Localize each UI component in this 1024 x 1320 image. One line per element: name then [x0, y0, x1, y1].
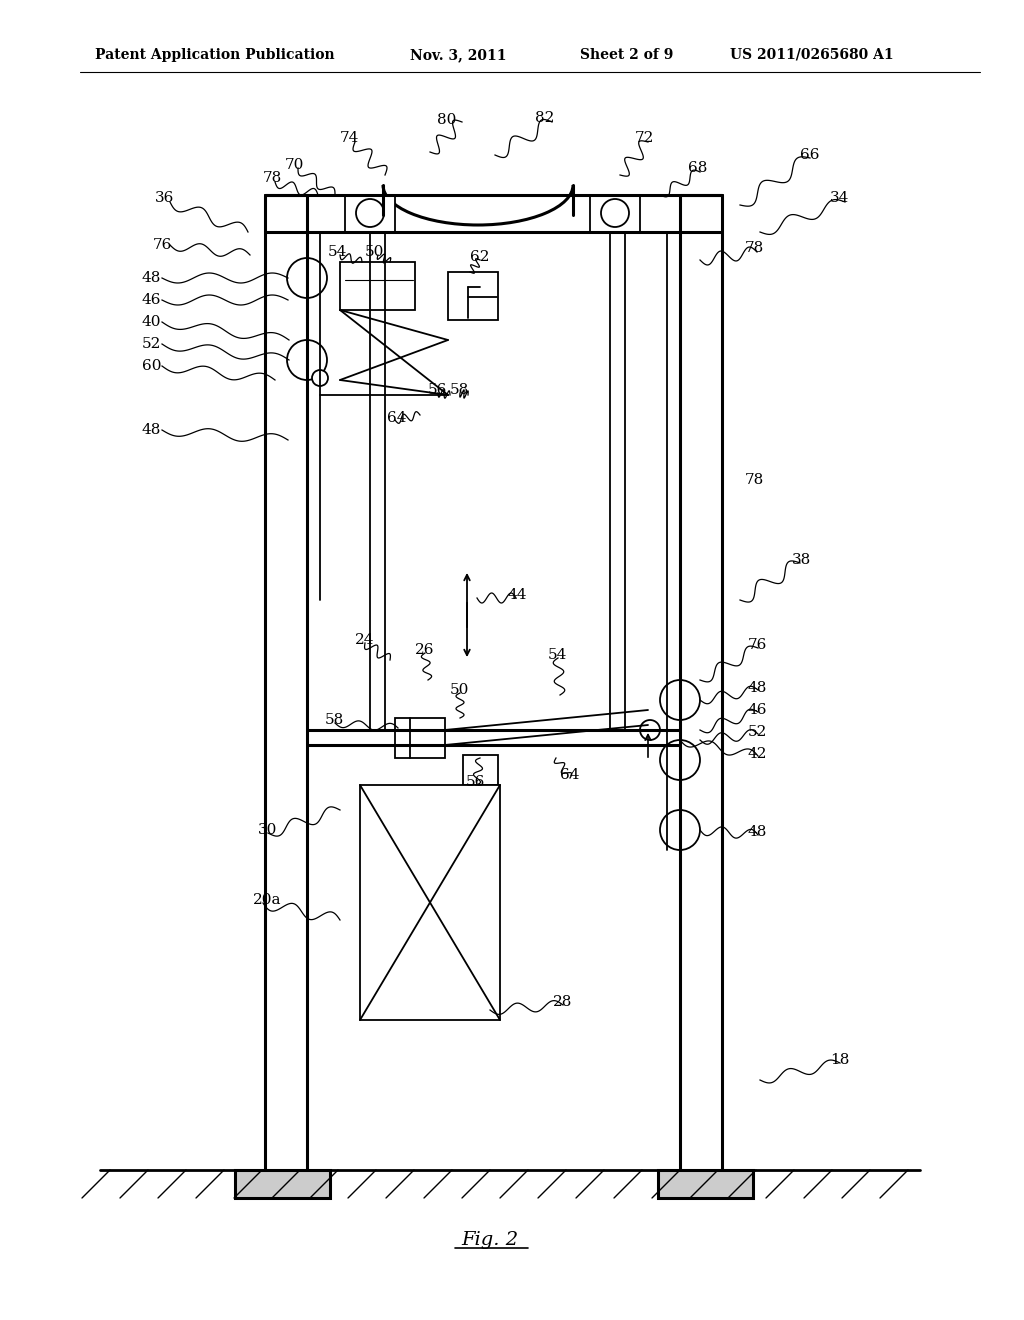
Text: 68: 68: [688, 161, 708, 176]
Text: 46: 46: [748, 704, 768, 717]
Text: 52: 52: [748, 725, 767, 739]
Text: 80: 80: [437, 114, 457, 127]
Text: Nov. 3, 2011: Nov. 3, 2011: [410, 48, 507, 62]
Text: 64: 64: [560, 768, 580, 781]
Text: 26: 26: [415, 643, 434, 657]
Bar: [463, 755, 498, 785]
Text: 64: 64: [387, 411, 407, 425]
Text: 48: 48: [748, 825, 767, 840]
Text: 72: 72: [635, 131, 654, 145]
Text: 76: 76: [153, 238, 172, 252]
Text: Fig. 2: Fig. 2: [462, 1232, 518, 1249]
Text: 30: 30: [258, 822, 278, 837]
Text: 40: 40: [142, 315, 162, 329]
Circle shape: [287, 257, 327, 298]
Circle shape: [660, 810, 700, 850]
Bar: [234, 1170, 330, 1199]
Text: 46: 46: [142, 293, 162, 308]
Text: 34: 34: [830, 191, 849, 205]
Bar: [395, 718, 445, 758]
Circle shape: [356, 199, 384, 227]
Text: 76: 76: [748, 638, 767, 652]
Text: 28: 28: [553, 995, 572, 1008]
Text: 42: 42: [748, 747, 768, 762]
Text: 74: 74: [340, 131, 359, 145]
Circle shape: [640, 719, 660, 741]
Circle shape: [660, 741, 700, 780]
Text: 78: 78: [745, 473, 764, 487]
Text: 70: 70: [285, 158, 304, 172]
Text: 82: 82: [535, 111, 554, 125]
Text: 50: 50: [365, 246, 384, 259]
Text: 54: 54: [548, 648, 567, 663]
Text: Patent Application Publication: Patent Application Publication: [95, 48, 335, 62]
Text: 66: 66: [800, 148, 819, 162]
Text: 48: 48: [748, 681, 767, 696]
Text: 78: 78: [745, 242, 764, 255]
Bar: [658, 1170, 753, 1199]
Text: 54: 54: [328, 246, 347, 259]
Bar: [345, 195, 395, 232]
Text: 78: 78: [263, 172, 283, 185]
Circle shape: [312, 370, 328, 385]
Text: 38: 38: [792, 553, 811, 568]
Text: 36: 36: [155, 191, 174, 205]
Text: 56: 56: [428, 383, 447, 397]
Text: 58: 58: [450, 383, 469, 397]
Bar: [360, 785, 500, 1020]
Text: 48: 48: [142, 271, 162, 285]
Text: 48: 48: [142, 422, 162, 437]
Bar: [340, 261, 415, 310]
Circle shape: [601, 199, 629, 227]
Circle shape: [287, 341, 327, 380]
Text: 20a: 20a: [253, 894, 282, 907]
Text: 56: 56: [466, 775, 485, 789]
Circle shape: [660, 680, 700, 719]
Bar: [590, 195, 640, 232]
Bar: [449, 272, 498, 319]
Text: US 2011/0265680 A1: US 2011/0265680 A1: [730, 48, 894, 62]
Text: Sheet 2 of 9: Sheet 2 of 9: [580, 48, 674, 62]
Text: 44: 44: [508, 587, 527, 602]
Text: 24: 24: [355, 634, 375, 647]
Text: 18: 18: [830, 1053, 849, 1067]
Text: 58: 58: [325, 713, 344, 727]
Text: 60: 60: [142, 359, 162, 374]
Text: 62: 62: [470, 249, 489, 264]
Text: 52: 52: [142, 337, 162, 351]
Text: 50: 50: [450, 682, 469, 697]
